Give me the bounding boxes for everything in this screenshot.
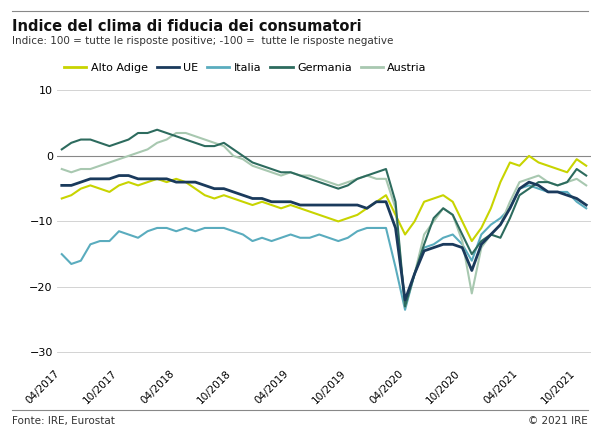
Text: Indice: 100 = tutte le risposte positive; -100 =  tutte le risposte negative: Indice: 100 = tutte le risposte positive… — [12, 36, 394, 47]
Text: Indice del clima di fiducia dei consumatori: Indice del clima di fiducia dei consumat… — [12, 19, 362, 34]
Text: Fonte: IRE, Eurostat: Fonte: IRE, Eurostat — [12, 416, 115, 426]
Text: © 2021 IRE: © 2021 IRE — [528, 416, 588, 426]
Legend: Alto Adige, UE, Italia, Germania, Austria: Alto Adige, UE, Italia, Germania, Austri… — [59, 59, 431, 78]
